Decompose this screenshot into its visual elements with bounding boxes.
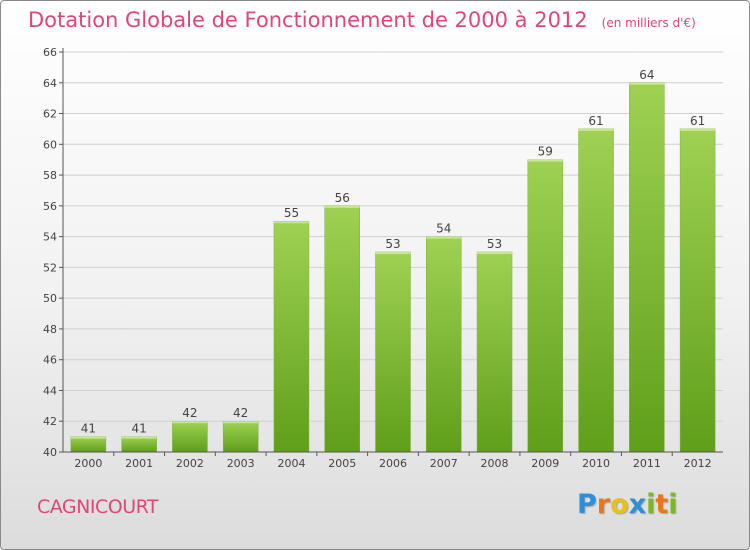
x-tick-label: 2003 xyxy=(227,457,255,470)
bar-highlight xyxy=(375,252,411,254)
x-axis-ticks: 2000 2001 2002 2003 2004 2005 2006 2007 2008 2009… xyxy=(74,452,712,470)
bar-highlight xyxy=(223,421,259,424)
value-label: 61 xyxy=(588,114,603,128)
y-tick-label: 46 xyxy=(43,354,57,367)
y-tick-label: 44 xyxy=(43,384,57,397)
x-tick-label: 2011 xyxy=(633,457,661,470)
x-tick-label: 2005 xyxy=(328,457,356,470)
bar-2007 xyxy=(426,236,462,453)
x-tick-label: 2009 xyxy=(531,457,559,470)
y-tick-label: 48 xyxy=(43,323,57,336)
x-tick-label: 2000 xyxy=(74,457,102,470)
bar-2010 xyxy=(578,128,614,453)
bar-2005 xyxy=(324,205,360,453)
bar-highlight xyxy=(578,128,614,131)
y-tick-label: 50 xyxy=(43,292,57,305)
logo-letter: P xyxy=(577,489,597,520)
value-label: 41 xyxy=(132,422,147,436)
bar-2003 xyxy=(222,420,259,453)
bar-highlight xyxy=(70,436,106,439)
value-label: 64 xyxy=(639,68,654,82)
y-axis-ticks: 40 42 44 46 48 50 52 54 56 58 60 62 64 66 xyxy=(43,46,63,459)
value-label: 42 xyxy=(182,406,197,420)
value-label: 59 xyxy=(538,145,553,159)
logo-letter: t xyxy=(655,489,669,520)
logo-letter: r xyxy=(596,489,611,520)
bar-2008 xyxy=(476,251,513,453)
x-tick-label: 2012 xyxy=(684,457,712,470)
value-label: 54 xyxy=(436,222,451,236)
y-tick-label: 66 xyxy=(43,46,57,59)
x-tick-label: 2002 xyxy=(176,457,204,470)
bar-highlight xyxy=(527,159,563,162)
value-label: 53 xyxy=(487,237,502,251)
bar-2006 xyxy=(375,251,411,453)
bar-highlight xyxy=(172,421,208,424)
x-tick-label: 2008 xyxy=(481,457,509,470)
x-tick-label: 2004 xyxy=(277,457,305,470)
bar-2002 xyxy=(172,420,208,453)
bar-2009 xyxy=(527,159,564,453)
bar-2004 xyxy=(273,220,310,453)
unit-label: (en milliers d'€) xyxy=(601,16,696,30)
bar-highlight xyxy=(426,236,462,239)
bar-highlight xyxy=(680,128,716,131)
value-label: 55 xyxy=(284,206,299,220)
commune-name: CAGNICOURT xyxy=(37,496,159,518)
value-label: 42 xyxy=(233,406,248,420)
y-tick-label: 54 xyxy=(43,231,57,244)
logo-letter: o xyxy=(610,489,629,520)
y-tick-label: 42 xyxy=(43,415,57,428)
x-tick-label: 2006 xyxy=(379,457,407,470)
y-tick-label: 58 xyxy=(43,169,57,182)
bar-2012 xyxy=(679,128,716,453)
logo-letter: i xyxy=(668,489,678,520)
value-label: 61 xyxy=(690,114,705,128)
bar-2001 xyxy=(121,436,157,453)
value-labels: 41 41 42 42 55 56 53 54 53 59 61 64 61 xyxy=(81,68,706,436)
bar-2000 xyxy=(70,436,107,453)
bar-highlight xyxy=(629,82,665,85)
y-tick-label: 52 xyxy=(43,261,57,274)
bar-highlight xyxy=(477,252,513,254)
bar-highlight xyxy=(273,221,309,224)
bar-highlight xyxy=(324,205,360,208)
y-tick-label: 64 xyxy=(43,77,57,90)
value-label: 56 xyxy=(335,191,350,205)
y-tick-label: 40 xyxy=(43,446,57,459)
logo-letter: i xyxy=(646,489,656,520)
y-tick-label: 56 xyxy=(43,200,57,213)
x-tick-label: 2001 xyxy=(125,457,153,470)
chart-title: Dotation Globale de Fonctionnement de 20… xyxy=(28,8,696,32)
logo-letter: x xyxy=(628,489,647,520)
value-label: 53 xyxy=(385,237,400,251)
chart-title-text: Dotation Globale de Fonctionnement de 20… xyxy=(28,8,588,32)
axes xyxy=(62,48,723,453)
x-tick-label: 2010 xyxy=(582,457,610,470)
proxiti-logo: Proxiti xyxy=(577,489,678,520)
bar-highlight xyxy=(121,436,157,439)
y-tick-label: 62 xyxy=(43,108,57,121)
value-label: 41 xyxy=(81,422,96,436)
y-tick-label: 60 xyxy=(43,138,57,151)
bars xyxy=(70,82,716,453)
x-tick-label: 2007 xyxy=(430,457,458,470)
bar-2011 xyxy=(629,82,665,453)
